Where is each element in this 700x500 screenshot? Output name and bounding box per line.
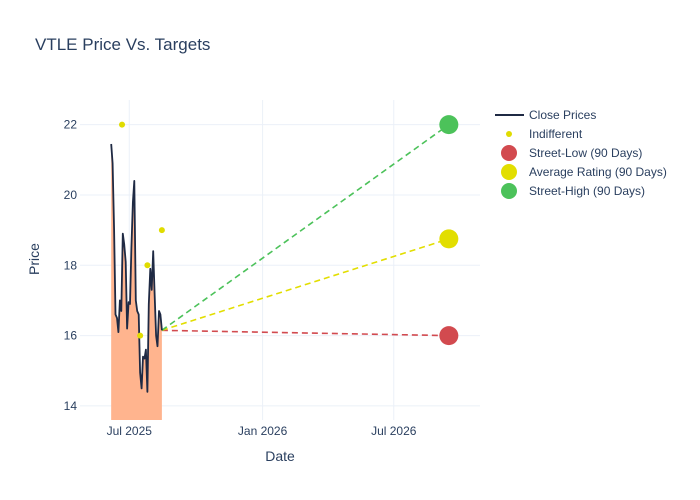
indifferent-rating-point — [137, 332, 144, 339]
close-price-line — [110, 143, 163, 393]
indifferent-rating-point — [119, 121, 126, 128]
indifferent-rating-point — [158, 227, 165, 234]
legend-swatch — [501, 164, 517, 180]
legend-label: Street-High (90 Days) — [529, 184, 645, 198]
x-tick-label: Jan 2026 — [238, 424, 288, 438]
x-tick-label: Jul 2026 — [371, 424, 417, 438]
legend-swatch — [506, 131, 512, 137]
y-axis-title: Price — [26, 243, 42, 275]
target-line — [161, 329, 449, 337]
indifferent-rating-point — [144, 262, 151, 269]
close-price-series — [110, 143, 163, 393]
target-line — [161, 238, 450, 332]
x-tick-label: Jul 2025 — [107, 424, 153, 438]
y-tick-label: 20 — [64, 188, 78, 202]
price-area — [111, 144, 162, 420]
y-tick-label: 16 — [64, 329, 78, 343]
legend-label: Average Rating (90 Days) — [529, 165, 667, 179]
x-axis-title: Date — [265, 448, 295, 464]
axis-ticks: 14 16 18 20 22 Jul 2025 Jan 2026 Jul 2026 — [64, 118, 417, 438]
legend-label: Street-Low (90 Days) — [529, 146, 642, 160]
legend-swatch — [501, 145, 517, 161]
close-price-fill — [111, 144, 162, 420]
target-line — [161, 123, 450, 331]
y-tick-label: 14 — [64, 399, 78, 413]
y-tick-label: 18 — [64, 258, 78, 272]
y-tick-label: 22 — [64, 118, 78, 132]
target-point — [439, 115, 459, 135]
chart-title: VTLE Price Vs. Targets — [35, 35, 210, 54]
target-lines — [161, 123, 450, 337]
target-point — [439, 229, 459, 249]
legend: Close Prices Indifferent Street-Low (90 Da… — [495, 108, 667, 199]
legend-label: Indifferent — [529, 127, 583, 141]
legend-swatch — [501, 183, 517, 199]
markers — [119, 115, 459, 346]
legend-label: Close Prices — [529, 108, 596, 122]
target-point — [439, 326, 459, 346]
